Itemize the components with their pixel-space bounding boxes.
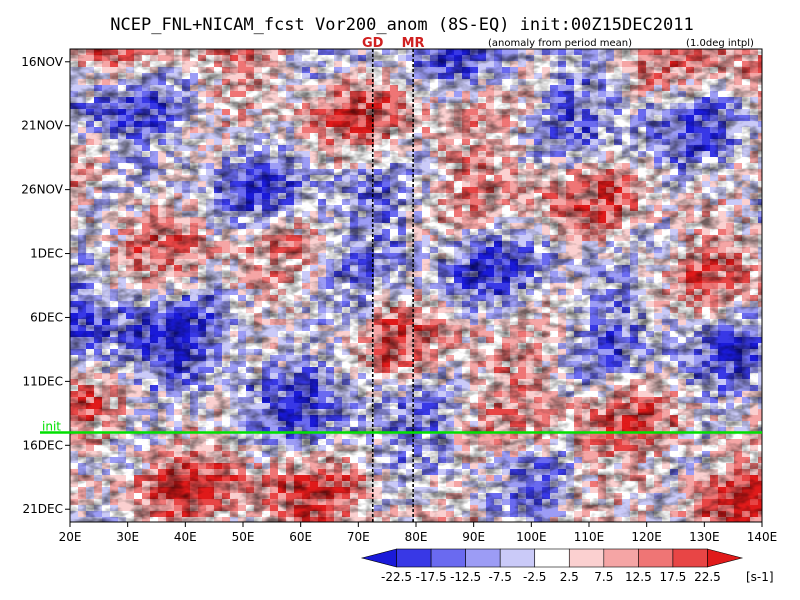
chart-subtitle-right: (1.0deg intpl)	[686, 38, 754, 49]
plot-area	[70, 49, 762, 522]
chart-title: NCEP_FNL+NICAM_fcst Vor200_anom (8S-EQ) …	[110, 15, 693, 35]
chart-subtitle-left: (anomaly from period mean)	[488, 38, 632, 49]
